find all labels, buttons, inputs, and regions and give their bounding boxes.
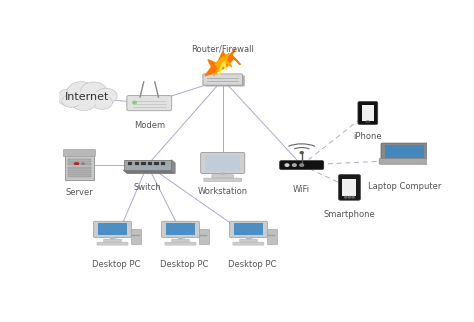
FancyBboxPatch shape <box>385 145 424 158</box>
Circle shape <box>285 164 289 166</box>
FancyBboxPatch shape <box>165 223 195 235</box>
FancyBboxPatch shape <box>124 160 171 170</box>
Polygon shape <box>124 170 175 173</box>
FancyBboxPatch shape <box>233 242 264 245</box>
FancyBboxPatch shape <box>203 74 243 85</box>
FancyBboxPatch shape <box>127 96 172 111</box>
Circle shape <box>292 164 296 166</box>
Ellipse shape <box>95 88 117 104</box>
FancyBboxPatch shape <box>381 143 428 160</box>
FancyBboxPatch shape <box>68 166 91 169</box>
FancyBboxPatch shape <box>68 170 91 173</box>
Polygon shape <box>219 62 227 76</box>
FancyBboxPatch shape <box>266 229 277 244</box>
Ellipse shape <box>74 163 79 165</box>
FancyBboxPatch shape <box>148 162 152 165</box>
FancyBboxPatch shape <box>240 239 257 242</box>
FancyBboxPatch shape <box>165 242 196 245</box>
Ellipse shape <box>62 95 81 108</box>
Text: iPhone: iPhone <box>354 132 382 141</box>
Text: Desktop PC: Desktop PC <box>92 260 140 269</box>
FancyBboxPatch shape <box>128 162 132 165</box>
Ellipse shape <box>365 121 370 123</box>
FancyBboxPatch shape <box>358 101 378 125</box>
FancyBboxPatch shape <box>201 152 245 174</box>
FancyBboxPatch shape <box>68 163 91 166</box>
FancyBboxPatch shape <box>379 158 430 164</box>
Text: Smartphone: Smartphone <box>324 210 375 219</box>
Circle shape <box>345 196 347 198</box>
Circle shape <box>348 196 351 198</box>
FancyBboxPatch shape <box>268 235 275 236</box>
FancyBboxPatch shape <box>161 162 165 165</box>
Text: Workstation: Workstation <box>198 187 248 196</box>
Ellipse shape <box>92 96 112 109</box>
FancyBboxPatch shape <box>162 221 200 238</box>
Ellipse shape <box>65 91 109 105</box>
FancyBboxPatch shape <box>178 237 182 240</box>
FancyBboxPatch shape <box>98 223 128 235</box>
FancyBboxPatch shape <box>205 75 245 87</box>
Polygon shape <box>213 53 232 76</box>
FancyBboxPatch shape <box>280 161 324 169</box>
Text: Router/Firewall: Router/Firewall <box>191 44 254 53</box>
Text: Modem: Modem <box>134 121 165 130</box>
Text: Desktop PC: Desktop PC <box>228 260 276 269</box>
Ellipse shape <box>81 82 107 100</box>
Polygon shape <box>171 160 175 173</box>
Circle shape <box>300 152 303 154</box>
FancyBboxPatch shape <box>362 105 374 121</box>
Circle shape <box>300 164 303 166</box>
FancyBboxPatch shape <box>155 162 159 165</box>
FancyBboxPatch shape <box>64 149 96 156</box>
FancyBboxPatch shape <box>200 235 208 236</box>
Circle shape <box>352 196 354 198</box>
FancyBboxPatch shape <box>135 162 139 165</box>
FancyBboxPatch shape <box>65 150 94 180</box>
FancyBboxPatch shape <box>229 221 267 238</box>
FancyBboxPatch shape <box>343 179 356 196</box>
Text: Server: Server <box>65 188 93 197</box>
FancyBboxPatch shape <box>131 229 141 244</box>
FancyBboxPatch shape <box>132 235 139 236</box>
FancyBboxPatch shape <box>234 223 264 235</box>
FancyBboxPatch shape <box>220 172 225 176</box>
Text: Internet: Internet <box>64 92 109 102</box>
Ellipse shape <box>67 82 95 102</box>
Text: Laptop Computer: Laptop Computer <box>368 182 441 191</box>
FancyBboxPatch shape <box>68 174 91 177</box>
Text: Desktop PC: Desktop PC <box>160 260 209 269</box>
Text: WiFi: WiFi <box>293 185 310 194</box>
FancyBboxPatch shape <box>199 229 209 244</box>
Ellipse shape <box>72 96 96 110</box>
Ellipse shape <box>57 89 82 106</box>
FancyBboxPatch shape <box>172 239 189 242</box>
Text: Switch: Switch <box>134 183 161 192</box>
FancyBboxPatch shape <box>68 159 91 162</box>
FancyBboxPatch shape <box>246 237 251 240</box>
FancyBboxPatch shape <box>141 162 146 165</box>
FancyBboxPatch shape <box>205 155 240 171</box>
FancyBboxPatch shape <box>97 242 128 245</box>
Polygon shape <box>205 49 240 76</box>
FancyBboxPatch shape <box>104 239 121 242</box>
FancyBboxPatch shape <box>110 237 115 240</box>
FancyBboxPatch shape <box>93 221 131 238</box>
FancyBboxPatch shape <box>212 175 234 178</box>
Ellipse shape <box>82 163 84 164</box>
Circle shape <box>133 101 137 104</box>
FancyBboxPatch shape <box>338 175 360 200</box>
FancyBboxPatch shape <box>204 178 242 182</box>
